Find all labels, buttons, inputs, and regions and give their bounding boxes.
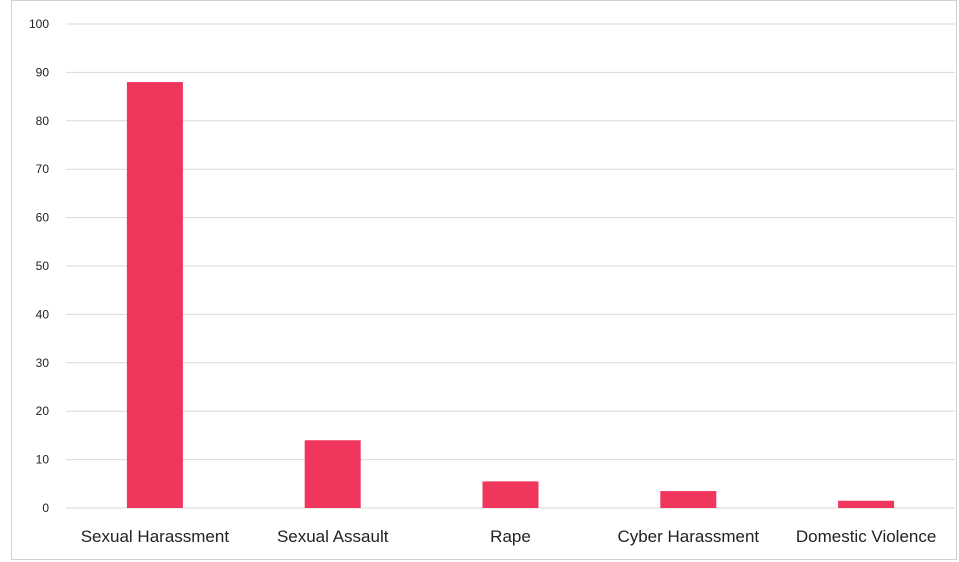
y-tick-label: 60 bbox=[36, 211, 50, 225]
x-category-label: Domestic Violence bbox=[796, 527, 936, 546]
x-category-label: Sexual Assault bbox=[277, 527, 389, 546]
y-tick-label: 10 bbox=[36, 453, 50, 467]
bar-sexual-assault bbox=[304, 440, 361, 508]
y-tick-label: 100 bbox=[29, 17, 49, 31]
bars bbox=[126, 82, 895, 508]
y-tick-label: 20 bbox=[36, 404, 50, 418]
x-axis-category-labels: Sexual Harassment Sexual Assault Rape Cyber… bbox=[81, 527, 937, 546]
bar-domestic-violence bbox=[838, 500, 895, 508]
gridlines bbox=[66, 23, 955, 509]
x-category-label: Cyber Harassment bbox=[617, 527, 759, 546]
y-tick-label: 90 bbox=[36, 65, 50, 79]
y-axis-tick-labels: 0 10 20 30 40 50 60 70 80 90 100 bbox=[29, 17, 49, 515]
y-tick-label: 50 bbox=[36, 259, 50, 273]
y-tick-label: 30 bbox=[36, 356, 50, 370]
bar-cyber-harassment bbox=[660, 491, 717, 508]
x-category-label: Sexual Harassment bbox=[81, 527, 230, 546]
x-category-label: Rape bbox=[490, 527, 531, 546]
bar-rape bbox=[482, 481, 539, 508]
y-tick-label: 40 bbox=[36, 307, 50, 321]
bar-sexual-harassment bbox=[126, 82, 183, 508]
y-tick-label: 80 bbox=[36, 114, 50, 128]
y-tick-label: 70 bbox=[36, 162, 50, 176]
y-tick-label: 0 bbox=[42, 501, 49, 515]
